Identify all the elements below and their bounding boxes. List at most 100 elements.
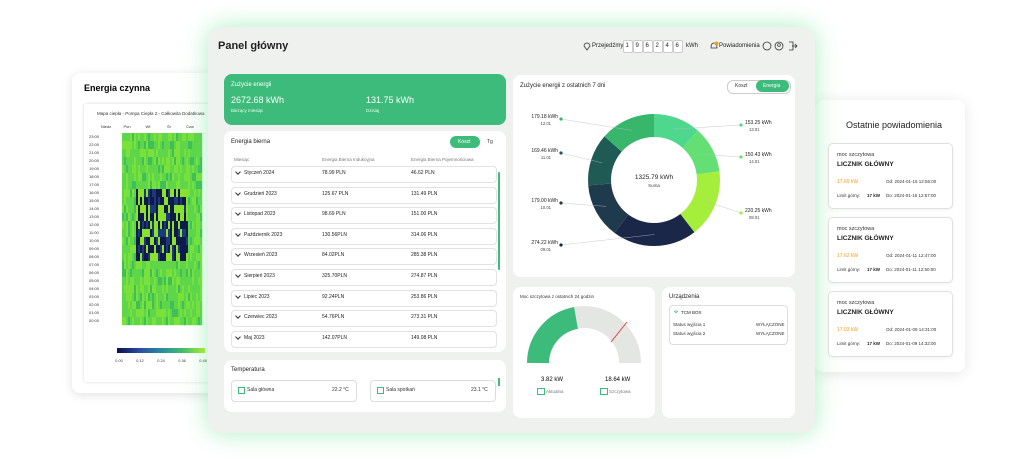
- heatmap-cell: [164, 197, 167, 206]
- heatmap-cell: [170, 141, 173, 150]
- notification-card[interactable]: [828, 217, 953, 283]
- heatmap-cell: [124, 213, 127, 222]
- capacitive-cost: 274.87 PLN: [411, 273, 438, 279]
- heatmap-cell: [140, 301, 143, 310]
- heatmap-cell: [178, 197, 181, 206]
- device-box[interactable]: [669, 305, 788, 345]
- heatmap-cell: [162, 173, 165, 182]
- heatmap-cell: [128, 157, 131, 166]
- meter-digit: 4: [665, 43, 669, 49]
- heatmap-cell: [164, 141, 167, 150]
- heatmap-cell: [122, 253, 125, 262]
- heatmap-cell: [194, 213, 197, 222]
- table-row[interactable]: [231, 248, 497, 266]
- heatmap-cell: [194, 197, 197, 206]
- donut-segment: [682, 130, 720, 175]
- heatmap-cell: [196, 229, 199, 238]
- heatmap-cell: [200, 269, 203, 278]
- heatmap-cell: [176, 293, 179, 302]
- heatmap-cell: [144, 301, 147, 310]
- toggle-label[interactable]: Koszt: [458, 139, 471, 145]
- heatmap-cell: [148, 213, 151, 222]
- toggle-label[interactable]: Tg: [487, 139, 493, 145]
- heatmap-cell: [164, 165, 167, 174]
- hour-label: 17:00: [89, 182, 100, 187]
- heatmap-cell: [154, 149, 157, 158]
- heatmap-cell: [176, 237, 179, 246]
- gauge-fill: [527, 307, 579, 364]
- toggle-label[interactable]: Koszt: [735, 83, 748, 89]
- toggle-label[interactable]: Energia: [763, 83, 781, 89]
- heatmap-cell: [122, 197, 125, 206]
- leader-dot: [559, 151, 563, 155]
- heatmap-cell: [156, 141, 159, 150]
- heatmap-cell: [176, 277, 179, 286]
- notification-card[interactable]: [828, 291, 953, 357]
- heatmap-cell: [128, 229, 131, 238]
- hour-label: 07:00: [89, 262, 100, 267]
- heatmap-cell: [140, 141, 143, 150]
- toggle-active[interactable]: [450, 136, 480, 148]
- heatmap-cell: [158, 245, 161, 254]
- table-row[interactable]: [231, 207, 497, 225]
- heatmap-cell: [126, 285, 129, 294]
- table-row[interactable]: [231, 186, 497, 204]
- heatmap-cell: [160, 149, 163, 158]
- heatmap-cell: [170, 301, 173, 310]
- heatmap-cell: [176, 165, 179, 174]
- toggle-active[interactable]: [756, 80, 789, 92]
- heatmap-cell: [140, 269, 143, 278]
- heatmap-cell: [160, 213, 163, 222]
- table-row[interactable]: [231, 289, 497, 307]
- peak-current-label: Aktualna: [546, 389, 564, 394]
- heatmap-cell: [132, 277, 135, 286]
- table-row[interactable]: [231, 227, 497, 245]
- table-row[interactable]: [231, 166, 497, 183]
- heatmap-cell: [140, 173, 143, 182]
- heatmap-cell: [150, 141, 153, 150]
- heatmap-cell: [126, 261, 129, 270]
- heatmap-cell: [182, 229, 185, 238]
- heatmap-cell: [156, 149, 159, 158]
- heatmap-cell: [126, 181, 129, 190]
- notification-value: 17.62 kW: [837, 253, 859, 259]
- heatmap-cell: [130, 181, 133, 190]
- scrollbar[interactable]: [498, 172, 500, 270]
- room-temp: 23.1 °C: [471, 387, 488, 393]
- heatmap-cell: [188, 309, 191, 318]
- heatmap-cell: [136, 229, 139, 238]
- heatmap-cell: [150, 309, 153, 318]
- table-row[interactable]: [231, 269, 497, 286]
- category-label: 14.01: [749, 159, 760, 164]
- heatmap-cell: [154, 205, 157, 214]
- category-label: 09.01: [541, 247, 552, 252]
- heatmap-cell: [190, 205, 193, 214]
- heatmap-cell: [148, 269, 151, 278]
- heatmap-cell: [128, 197, 131, 206]
- heatmap-cell: [158, 309, 161, 318]
- heatmap-cell: [176, 173, 179, 182]
- heatmap-cell: [130, 229, 133, 238]
- header-icons: [762, 41, 798, 51]
- heatmap-cell: [178, 205, 181, 214]
- heatmap-cell: [146, 165, 149, 174]
- heatmap-cell: [168, 141, 171, 150]
- notification-card[interactable]: [828, 143, 953, 209]
- table-row[interactable]: [231, 310, 497, 328]
- heatmap-cell: [172, 309, 175, 318]
- heatmap-cell: [188, 285, 191, 294]
- heatmap-cell: [194, 229, 197, 238]
- notifications-link[interactable]: Powiadomienia: [719, 43, 760, 49]
- heatmap-cell: [138, 229, 141, 238]
- heatmap-cell: [170, 189, 173, 198]
- table-row[interactable]: [231, 330, 497, 348]
- heatmap-cell: [154, 165, 157, 174]
- bell-icon[interactable]: [709, 41, 719, 51]
- heatmap-cell: [188, 133, 191, 142]
- heatmap-cell: [172, 301, 175, 310]
- heatmap-cell: [148, 221, 151, 230]
- heatmap-cell: [142, 205, 145, 214]
- heatmap-cell: [180, 165, 183, 174]
- donut-segment: [654, 114, 698, 148]
- output-name: Status wyjścia 2: [673, 331, 706, 336]
